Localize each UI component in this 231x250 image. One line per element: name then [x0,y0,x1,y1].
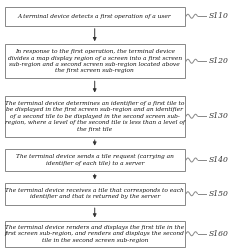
Text: S160: S160 [209,230,229,238]
Text: A terminal device detects a first operation of a user: A terminal device detects a first operat… [18,14,172,19]
Text: In response to the first operation, the terminal device
divides a map display re: In response to the first operation, the … [8,49,182,73]
Text: The terminal device renders and displays the first tile in the
first screen sub-: The terminal device renders and displays… [5,225,185,243]
Text: The terminal device determines an identifier of a first tile to
be displayed in : The terminal device determines an identi… [5,101,185,132]
Text: The terminal device sends a tile request (carrying an
identifier of each tile) t: The terminal device sends a tile request… [16,154,174,166]
Text: S120: S120 [209,57,229,65]
FancyBboxPatch shape [5,96,185,137]
FancyBboxPatch shape [5,220,185,247]
FancyBboxPatch shape [5,149,185,171]
Text: S110: S110 [209,12,229,20]
Text: The terminal device receives a tile that corresponds to each
identifier and that: The terminal device receives a tile that… [5,188,184,200]
FancyBboxPatch shape [5,7,185,26]
FancyBboxPatch shape [5,182,185,205]
Text: S150: S150 [209,190,229,198]
Text: S140: S140 [209,156,229,164]
Text: S130: S130 [209,112,229,120]
FancyBboxPatch shape [5,44,185,78]
